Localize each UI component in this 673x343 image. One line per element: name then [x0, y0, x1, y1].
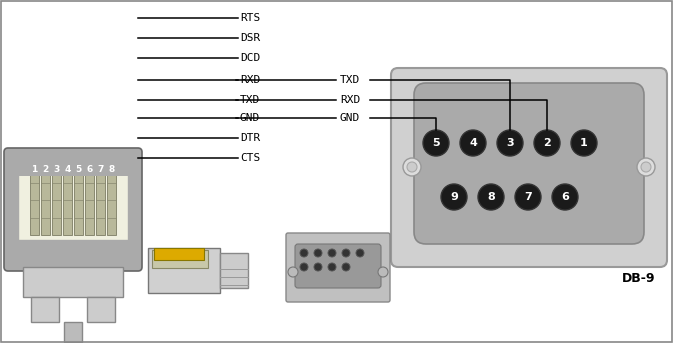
- Text: TXD: TXD: [240, 95, 260, 105]
- FancyBboxPatch shape: [414, 83, 644, 244]
- Circle shape: [328, 249, 336, 257]
- Bar: [220, 253, 248, 288]
- Text: 4: 4: [469, 138, 477, 148]
- Circle shape: [478, 184, 504, 210]
- Bar: [23, 267, 123, 297]
- Text: 5: 5: [75, 166, 81, 175]
- Bar: [154, 248, 204, 260]
- Text: 8: 8: [108, 166, 114, 175]
- Circle shape: [300, 263, 308, 271]
- Circle shape: [423, 130, 449, 156]
- Text: DB-9: DB-9: [621, 272, 655, 284]
- Bar: [96, 165, 105, 235]
- Text: DTR: DTR: [240, 133, 260, 143]
- Circle shape: [407, 162, 417, 172]
- Text: 7: 7: [98, 166, 104, 175]
- Circle shape: [378, 267, 388, 277]
- Text: 3: 3: [506, 138, 513, 148]
- FancyBboxPatch shape: [295, 244, 381, 288]
- Circle shape: [571, 130, 597, 156]
- Text: 6: 6: [86, 166, 93, 175]
- Circle shape: [342, 249, 350, 257]
- Bar: [107, 165, 116, 235]
- Bar: [31, 297, 59, 322]
- Bar: [30, 165, 39, 235]
- Bar: [41, 165, 50, 235]
- Circle shape: [314, 263, 322, 271]
- Text: DSR: DSR: [240, 33, 260, 43]
- Text: RTS: RTS: [240, 13, 260, 23]
- Bar: [52, 165, 61, 235]
- Bar: [87, 297, 115, 322]
- Text: DCD: DCD: [240, 53, 260, 63]
- Text: 2: 2: [543, 138, 551, 148]
- Bar: [18, 160, 128, 240]
- Bar: [85, 165, 94, 235]
- Bar: [18, 160, 128, 176]
- Circle shape: [497, 130, 523, 156]
- Circle shape: [460, 130, 486, 156]
- Circle shape: [637, 158, 655, 176]
- Text: RXD: RXD: [240, 75, 260, 85]
- Text: 4: 4: [65, 166, 71, 175]
- Text: 1: 1: [32, 166, 38, 175]
- Circle shape: [441, 184, 467, 210]
- Circle shape: [342, 263, 350, 271]
- Text: GND: GND: [240, 113, 260, 123]
- Circle shape: [534, 130, 560, 156]
- Circle shape: [403, 158, 421, 176]
- Text: 2: 2: [42, 166, 48, 175]
- FancyBboxPatch shape: [4, 148, 142, 271]
- Circle shape: [641, 162, 651, 172]
- Text: 5: 5: [432, 138, 440, 148]
- Text: TXD: TXD: [340, 75, 360, 85]
- Circle shape: [515, 184, 541, 210]
- Bar: [63, 165, 72, 235]
- Circle shape: [356, 249, 364, 257]
- Circle shape: [552, 184, 578, 210]
- Text: RXD: RXD: [340, 95, 360, 105]
- Circle shape: [328, 263, 336, 271]
- Text: 1: 1: [580, 138, 588, 148]
- Text: GND: GND: [340, 113, 360, 123]
- Text: 6: 6: [561, 192, 569, 202]
- Bar: [152, 250, 208, 268]
- FancyBboxPatch shape: [391, 68, 667, 267]
- Text: CTS: CTS: [240, 153, 260, 163]
- Text: 9: 9: [450, 192, 458, 202]
- FancyBboxPatch shape: [286, 233, 390, 302]
- Text: 7: 7: [524, 192, 532, 202]
- Circle shape: [288, 267, 298, 277]
- Circle shape: [314, 249, 322, 257]
- Bar: [64, 322, 82, 342]
- Text: 8: 8: [487, 192, 495, 202]
- Bar: [74, 165, 83, 235]
- Circle shape: [300, 249, 308, 257]
- Text: 3: 3: [53, 166, 60, 175]
- Bar: [148, 248, 220, 293]
